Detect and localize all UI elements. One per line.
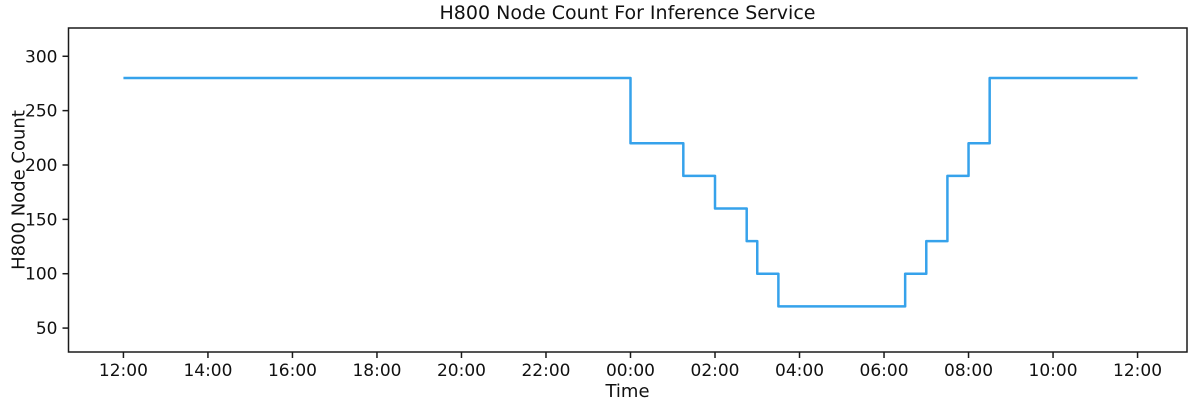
x-tick-label: 20:00 bbox=[437, 361, 486, 381]
y-tick-label: 150 bbox=[25, 210, 57, 230]
y-tick-label: 250 bbox=[25, 102, 57, 122]
axes-box bbox=[67, 27, 1188, 353]
y-tick-label: 100 bbox=[25, 265, 57, 285]
x-tick-label: 16:00 bbox=[268, 361, 317, 381]
x-tick-label: 06:00 bbox=[860, 361, 909, 381]
x-tick-label: 18:00 bbox=[352, 361, 401, 381]
x-tick-label: 08:00 bbox=[944, 361, 993, 381]
chart-title: H800 Node Count For Inference Service bbox=[439, 2, 816, 24]
x-axis-label: Time bbox=[605, 381, 650, 402]
y-tick-label: 200 bbox=[25, 156, 57, 176]
x-tick-label: 02:00 bbox=[691, 361, 740, 381]
x-tick-label: 12:00 bbox=[99, 361, 148, 381]
x-tick-label: 10:00 bbox=[1029, 361, 1078, 381]
data-line bbox=[123, 76, 1138, 308]
x-tick-label: 00:00 bbox=[606, 361, 655, 381]
x-tick-label: 22:00 bbox=[521, 361, 570, 381]
x-tick-label: 04:00 bbox=[775, 361, 824, 381]
y-tick-label: 50 bbox=[36, 319, 58, 339]
x-tick-label: 12:00 bbox=[1113, 361, 1162, 381]
y-tick-label: 300 bbox=[25, 47, 57, 67]
x-tick-label: 14:00 bbox=[183, 361, 232, 381]
